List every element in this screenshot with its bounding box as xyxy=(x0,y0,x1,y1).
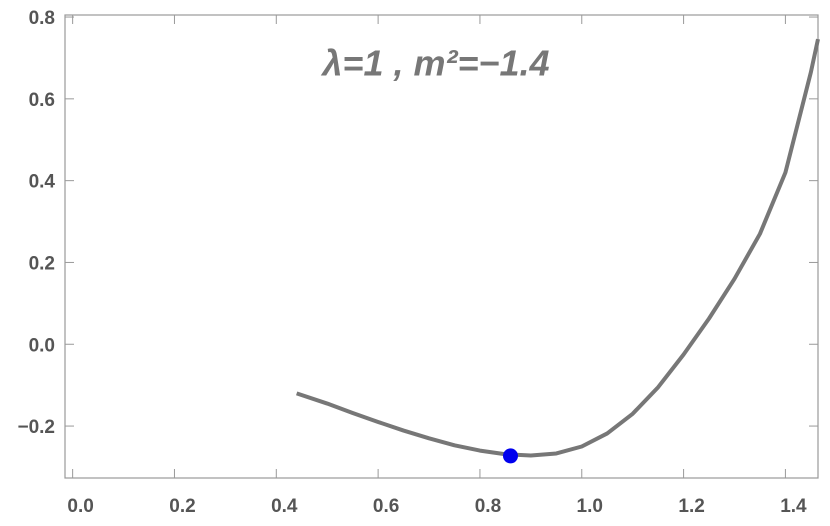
annotation: λ=1 , m²=−1.4 xyxy=(320,43,549,84)
y-tick-label: 0.4 xyxy=(29,172,56,193)
y-tick-label: 0.2 xyxy=(29,253,55,274)
point xyxy=(502,448,518,464)
plot-frame xyxy=(64,14,819,479)
x-tick-label: 0.6 xyxy=(373,496,399,517)
curve xyxy=(296,38,820,458)
y-tick-label: 0.6 xyxy=(29,90,55,111)
x-tick-label: 0.2 xyxy=(169,496,195,517)
x-tick-label: 1.2 xyxy=(678,496,704,517)
y-tick-label: −0.2 xyxy=(17,417,55,438)
y-tick-label: 0.8 xyxy=(29,8,55,29)
y-tick-label: 0.0 xyxy=(29,335,55,356)
x-tick-label: 0.0 xyxy=(67,496,93,517)
x-tick-label: 1.0 xyxy=(577,496,603,517)
x-tick-label: 1.4 xyxy=(780,496,807,517)
x-tick-label: 0.8 xyxy=(475,496,501,517)
x-tick-label: 0.4 xyxy=(271,496,298,517)
